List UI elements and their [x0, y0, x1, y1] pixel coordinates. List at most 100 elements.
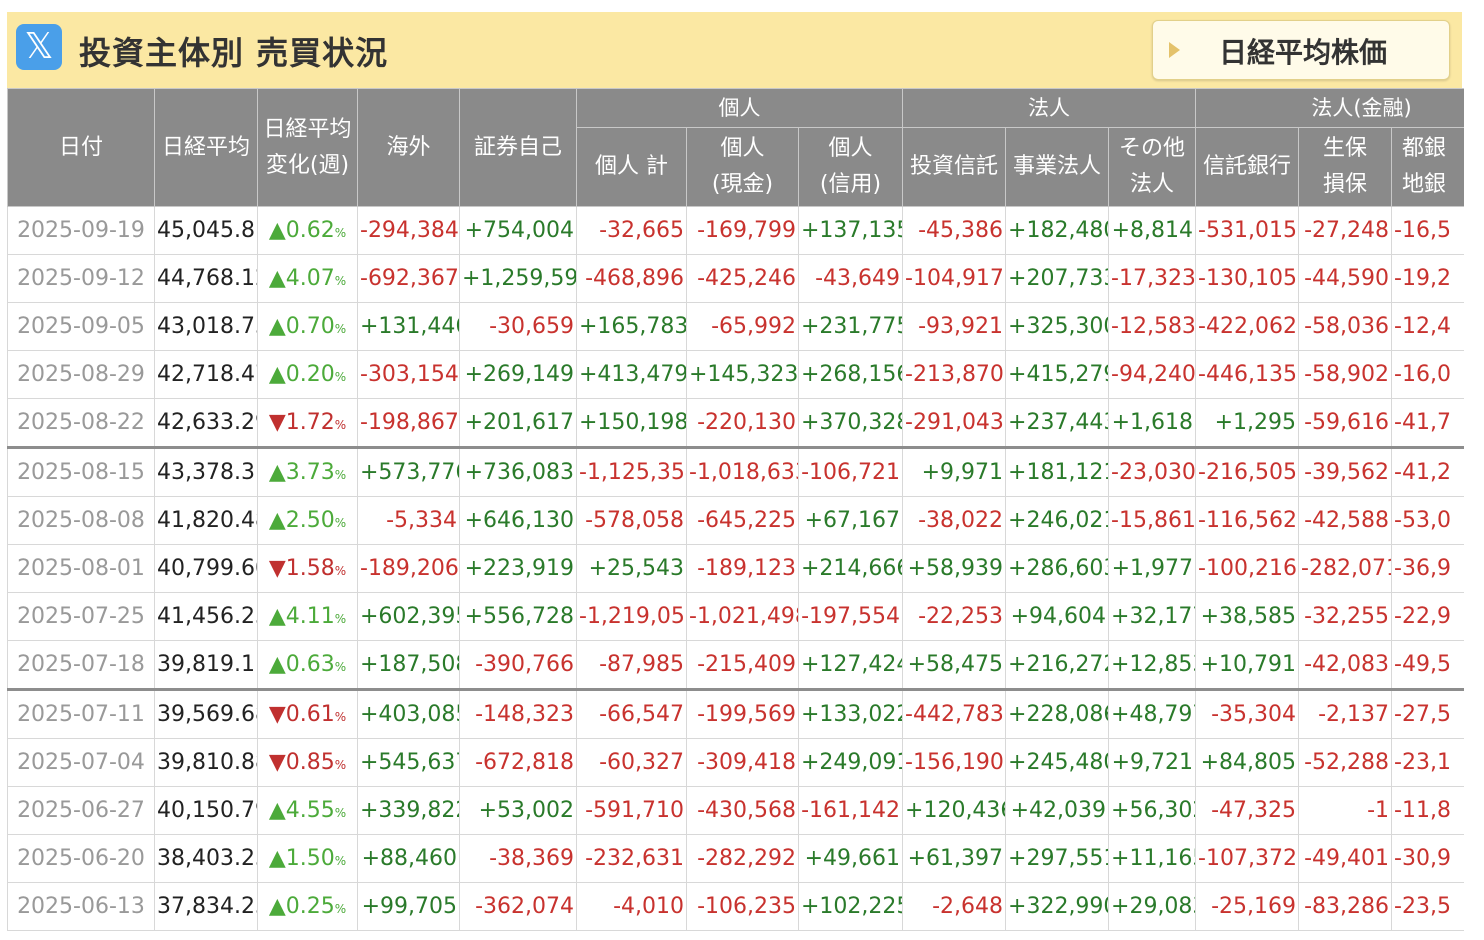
table-row: 2025-08-2942,718.47▲0.20%-303,154+269,14…: [7, 350, 1464, 399]
cell-other-corp: +56,302: [1108, 786, 1197, 835]
col-nikkei[interactable]: 日経平均: [154, 88, 258, 207]
cell-date: 2025-08-01: [7, 544, 155, 593]
nikkei-link-label: 日経平均株価: [1219, 36, 1388, 69]
cell-insurance: -59,616: [1298, 398, 1393, 448]
percent-sign: %: [334, 660, 347, 674]
cell-ind-total: -87,985: [576, 640, 687, 690]
col-ind-total[interactable]: 個人 計: [576, 127, 687, 207]
up-triangle-icon: ▲: [268, 460, 286, 485]
change-value: 4.55: [285, 798, 335, 823]
col-ind-cash-l1: 個人: [720, 136, 765, 161]
col-change[interactable]: 日経平均 変化(週): [257, 88, 358, 207]
percent-sign: %: [334, 274, 347, 288]
col-inv-trust[interactable]: 投資信託: [902, 127, 1007, 207]
up-triangle-icon: ▲: [268, 652, 286, 677]
change-value: 4.11: [285, 604, 335, 629]
col-ind-credit[interactable]: 個人 (信用): [797, 127, 904, 207]
up-triangle-icon: ▲: [268, 266, 286, 291]
x-share-icon[interactable]: 𝕏: [16, 24, 62, 70]
col-business[interactable]: 事業法人: [1005, 127, 1110, 207]
col-date[interactable]: 日付: [7, 88, 155, 207]
cell-trust-bank: +84,805: [1195, 738, 1300, 787]
cell-city-bank: -49,5: [1391, 640, 1464, 690]
col-city-l2: 地銀: [1402, 172, 1447, 197]
cell-business: +246,021: [1005, 496, 1110, 545]
cell-ind-credit: +133,022: [797, 688, 904, 739]
cell-securities: +269,149: [459, 350, 577, 399]
cell-date: 2025-07-11: [7, 688, 155, 739]
cell-other-corp: -15,861: [1108, 496, 1197, 545]
cell-ind-cash: -1,018,633: [686, 446, 799, 497]
cell-nikkei: 38,403.23: [154, 834, 258, 883]
cell-insurance: -58,902: [1298, 350, 1393, 399]
table-body: 2025-09-1945,045.81▲0.62%-294,384+754,00…: [7, 206, 1464, 931]
cell-ind-credit: -43,649: [797, 254, 904, 303]
cell-ind-credit: -197,554: [797, 592, 904, 641]
cell-ind-credit: +370,328: [797, 398, 904, 448]
percent-sign: %: [334, 226, 347, 240]
table-row: 2025-08-0140,799.60▼1.58%-189,206+223,91…: [7, 544, 1464, 593]
cell-nikkei: 39,819.11: [154, 640, 258, 690]
cell-date: 2025-08-22: [7, 398, 155, 448]
cell-securities: -148,323: [459, 688, 577, 739]
table-row: 2025-06-1337,834.25▲0.25%+99,705-362,074…: [7, 882, 1464, 931]
cell-securities: -672,818: [459, 738, 577, 787]
cell-other-corp: +32,177: [1108, 592, 1197, 641]
cell-city-bank: -41,2: [1391, 446, 1464, 497]
cell-business: +297,551: [1005, 834, 1110, 883]
cell-change: ▼0.61%: [257, 688, 358, 739]
percent-sign: %: [334, 418, 347, 432]
cell-city-bank: -23,5: [1391, 882, 1464, 931]
cell-insurance: -42,083: [1298, 640, 1393, 690]
table-row: 2025-09-1945,045.81▲0.62%-294,384+754,00…: [7, 206, 1464, 255]
cell-ind-cash: -282,292: [686, 834, 799, 883]
cell-ind-total: -60,327: [576, 738, 687, 787]
cell-change: ▲1.50%: [257, 834, 358, 883]
table-row: 2025-07-1139,569.68▼0.61%+403,085-148,32…: [7, 688, 1464, 739]
percent-sign: %: [334, 322, 347, 336]
cell-business: +322,990: [1005, 882, 1110, 931]
cell-other-corp: -23,030: [1108, 446, 1197, 497]
percent-sign: %: [334, 758, 347, 772]
col-foreign[interactable]: 海外: [357, 88, 460, 207]
cell-ind-credit: +268,156: [797, 350, 904, 399]
cell-city-bank: -22,9: [1391, 592, 1464, 641]
page-header: 𝕏 投資主体別 売買状況 日経平均株価: [7, 12, 1462, 89]
cell-date: 2025-09-05: [7, 302, 155, 351]
cell-ind-total: +25,543: [576, 544, 687, 593]
col-ind-cash[interactable]: 個人 (現金): [686, 127, 799, 207]
nikkei-link-button[interactable]: 日経平均株価: [1152, 20, 1450, 80]
cell-date: 2025-08-15: [7, 446, 155, 497]
col-insurance[interactable]: 生保 損保: [1298, 127, 1393, 207]
cell-date: 2025-08-08: [7, 496, 155, 545]
cell-ind-total: -468,896: [576, 254, 687, 303]
cell-change: ▲0.63%: [257, 640, 358, 690]
cell-ind-total: -1,125,354: [576, 446, 687, 497]
cell-nikkei: 39,810.88: [154, 738, 258, 787]
cell-foreign: +339,822: [357, 786, 460, 835]
cell-change: ▼0.85%: [257, 738, 358, 787]
col-trust-bank[interactable]: 信託銀行: [1195, 127, 1300, 207]
col-other-corp[interactable]: その他 法人: [1108, 127, 1197, 207]
col-city-bank[interactable]: 都銀 地銀: [1391, 127, 1464, 207]
cell-inv-trust: -93,921: [902, 302, 1007, 351]
cell-ind-total: -591,710: [576, 786, 687, 835]
cell-securities: +556,728: [459, 592, 577, 641]
cell-insurance: -58,036: [1298, 302, 1393, 351]
cell-change: ▼1.72%: [257, 398, 358, 448]
up-triangle-icon: ▲: [268, 362, 286, 387]
cell-trust-bank: -130,105: [1195, 254, 1300, 303]
col-securities[interactable]: 証券自己: [459, 88, 577, 207]
up-triangle-icon: ▲: [268, 604, 286, 629]
table-container[interactable]: 日付 日経平均 日経平均 変化(週) 海外 証券自己 個人 法人 法人(金融) 個…: [7, 88, 1464, 940]
cell-ind-cash: -645,225: [686, 496, 799, 545]
change-value: 1.72: [285, 410, 335, 435]
group-corporate: 法人: [902, 88, 1197, 128]
cell-ind-total: -66,547: [576, 688, 687, 739]
cell-inv-trust: +58,939: [902, 544, 1007, 593]
cell-nikkei: 41,820.48: [154, 496, 258, 545]
cell-foreign: +99,705: [357, 882, 460, 931]
cell-ind-total: -32,665: [576, 206, 687, 255]
cell-change: ▲4.07%: [257, 254, 358, 303]
cell-inv-trust: -156,190: [902, 738, 1007, 787]
